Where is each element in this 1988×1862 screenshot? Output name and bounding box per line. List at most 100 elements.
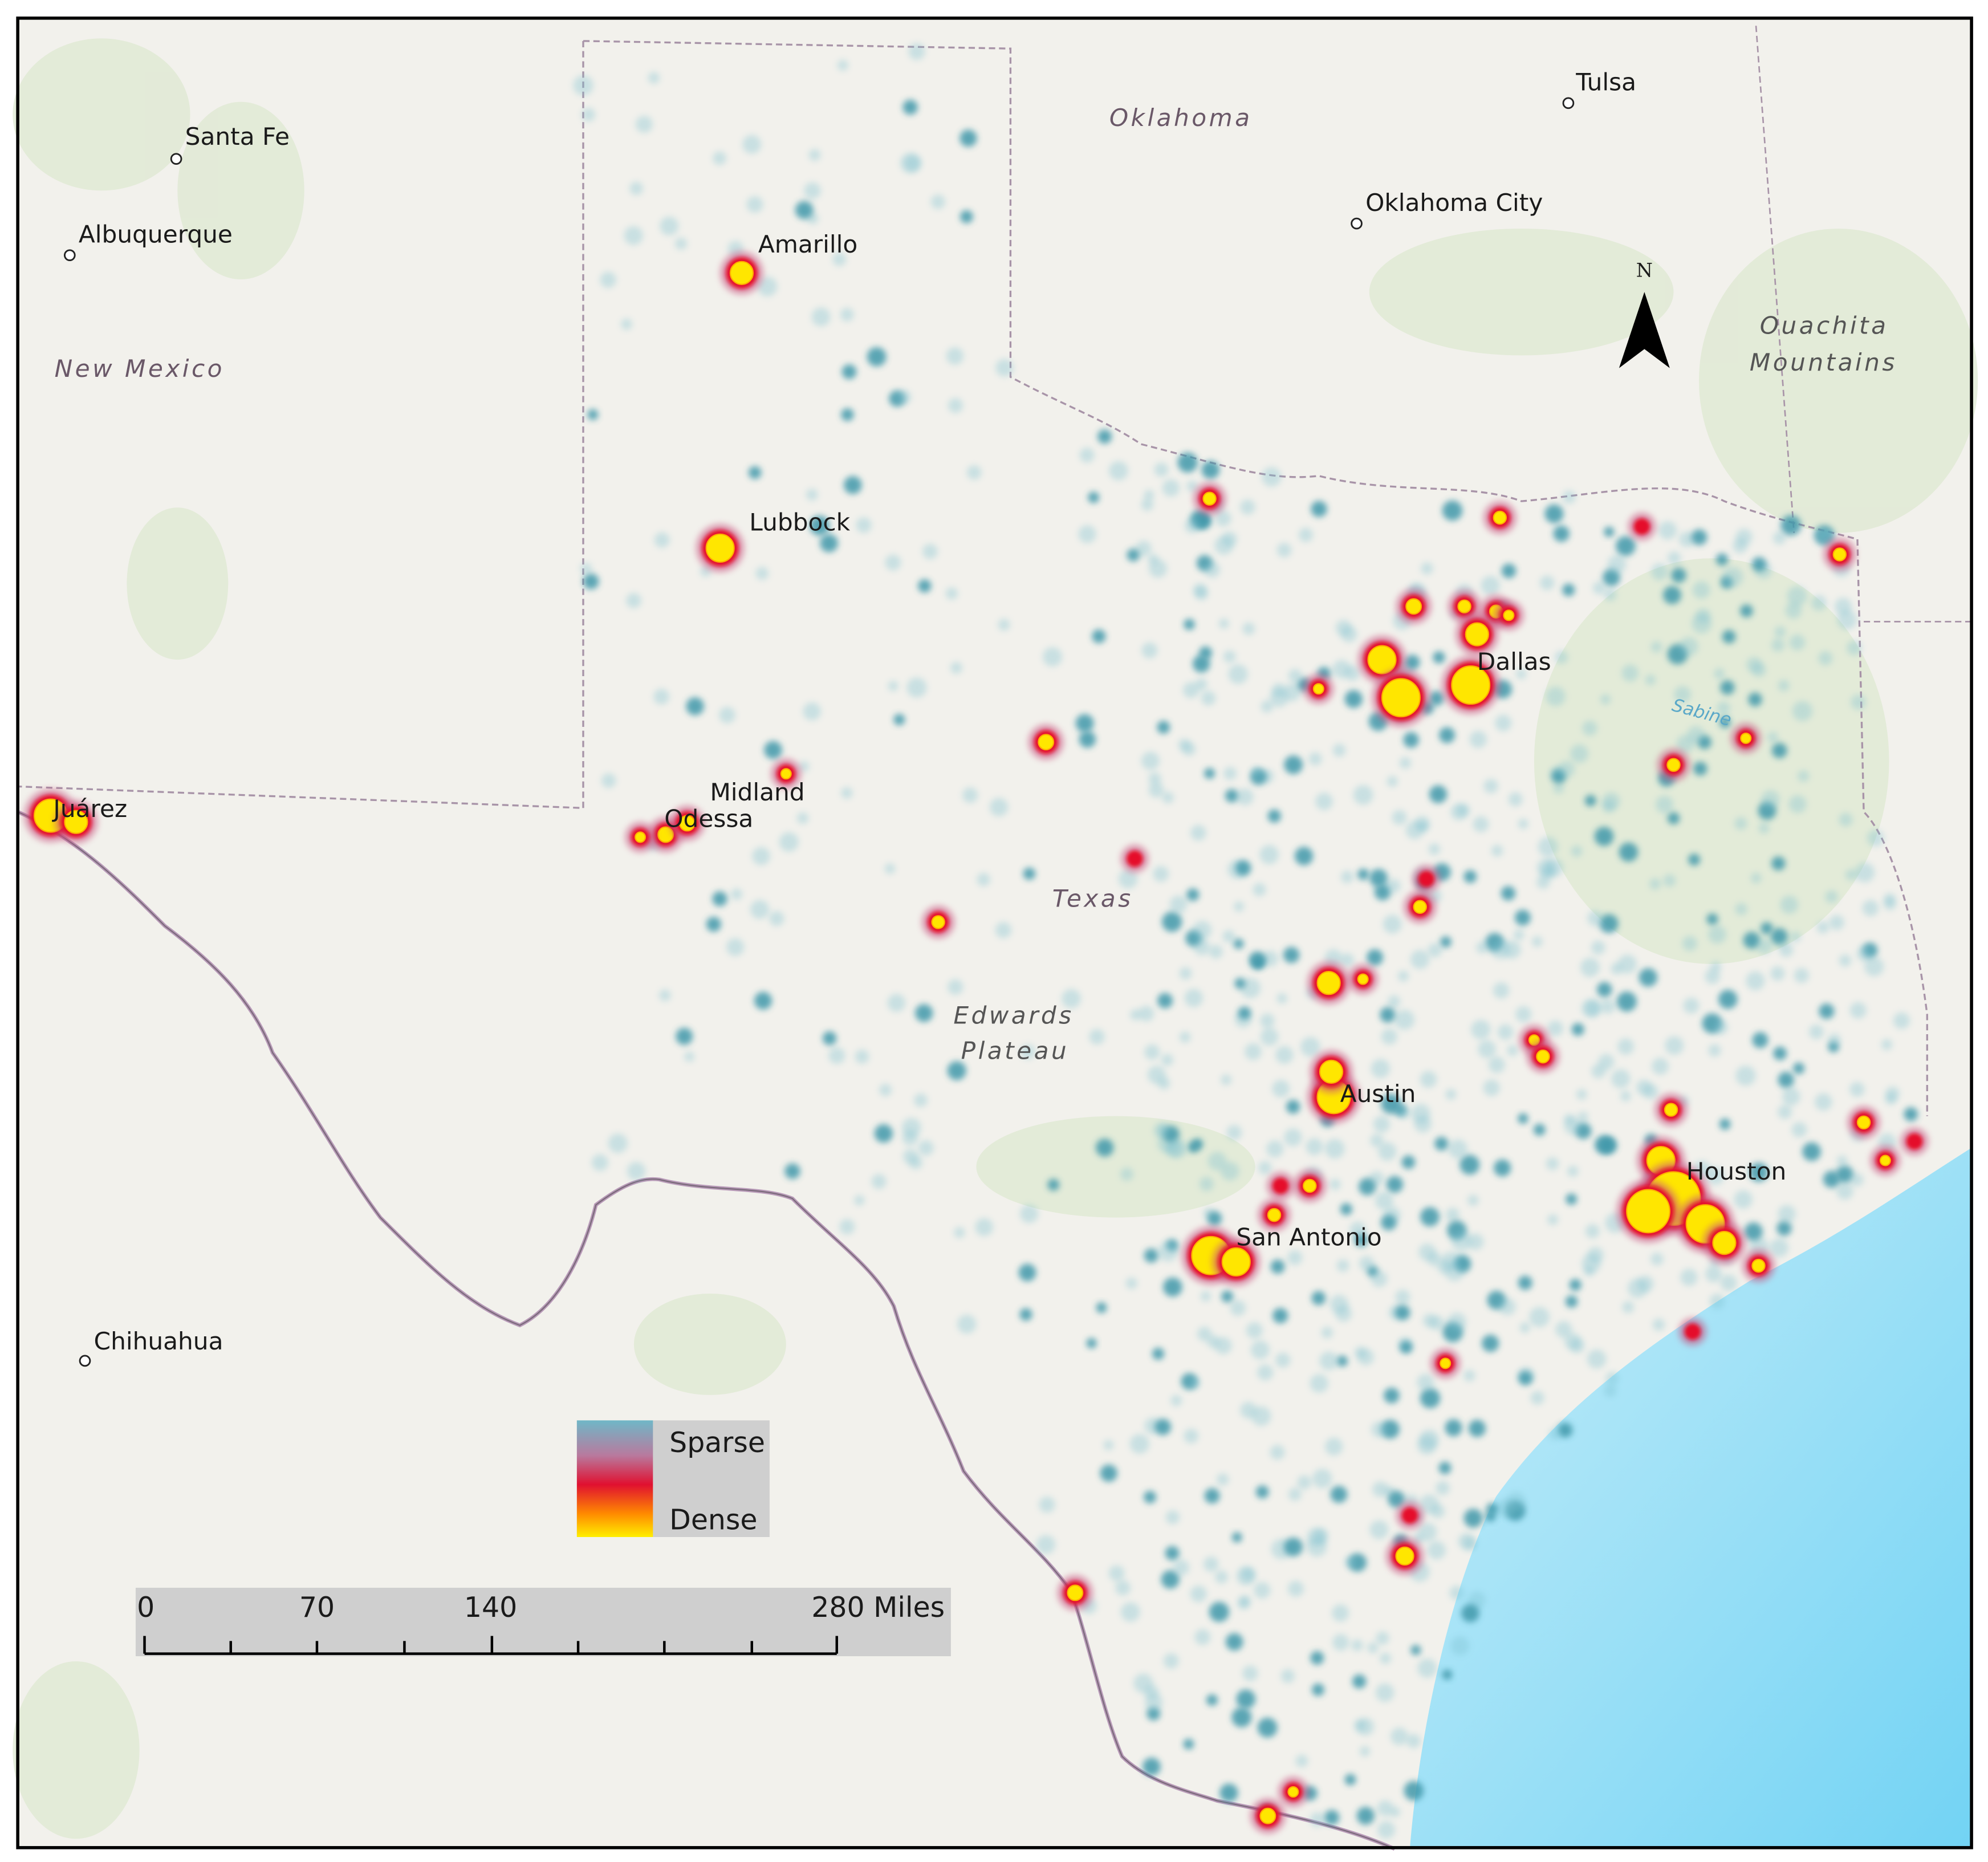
- density-dot: [1367, 1642, 1379, 1654]
- density-dot: [1163, 1277, 1182, 1297]
- density-dot: [1310, 1374, 1328, 1393]
- place-label: Albuquerque: [79, 220, 233, 248]
- density-dot: [1585, 1000, 1601, 1017]
- density-dot: [627, 1162, 646, 1181]
- density-dot: [1144, 490, 1154, 501]
- hotspot-core: [1381, 678, 1421, 718]
- density-dot: [909, 1156, 923, 1170]
- density-dot: [855, 1050, 869, 1064]
- density-dot: [1417, 1373, 1434, 1391]
- hotspot-core: [1221, 1247, 1251, 1276]
- density-dot: [1604, 588, 1617, 601]
- density-dot: [1231, 1532, 1242, 1543]
- scale-label: 140: [464, 1591, 517, 1624]
- density-dots: [573, 43, 1918, 1839]
- density-dot: [1395, 1289, 1410, 1305]
- density-dot: [1740, 604, 1753, 617]
- density-dot: [1546, 686, 1566, 706]
- density-dot: [1249, 951, 1266, 969]
- density-dot: [804, 182, 821, 200]
- density-dot: [1374, 884, 1391, 901]
- density-dot: [1676, 735, 1695, 753]
- density-dot: [626, 593, 641, 608]
- density-dot: [1785, 602, 1802, 619]
- density-dot: [1751, 557, 1767, 572]
- density-dot: [1154, 462, 1169, 477]
- density-dot: [839, 1219, 855, 1235]
- density-dot: [1448, 1139, 1467, 1159]
- density-dot: [1438, 1461, 1452, 1474]
- density-dot: [977, 873, 990, 887]
- density-dot: [867, 347, 887, 367]
- density-dot: [1397, 970, 1409, 982]
- density-dot: [1678, 531, 1695, 547]
- density-dot: [1719, 1118, 1731, 1130]
- density-dot: [1418, 821, 1429, 832]
- density-dot: [1457, 803, 1470, 817]
- density-dot: [1218, 618, 1229, 629]
- density-dot: [1752, 1032, 1769, 1048]
- density-dot: [1611, 962, 1623, 975]
- density-dot: [1147, 1066, 1166, 1084]
- density-dot: [1335, 1305, 1352, 1322]
- density-dot: [1226, 1125, 1242, 1140]
- legend: Sparse Dense: [576, 1420, 770, 1538]
- density-dot: [1780, 896, 1799, 914]
- density-dot: [1406, 1734, 1421, 1749]
- density-dot: [1650, 641, 1662, 653]
- density-dot: [1168, 1139, 1188, 1158]
- density-dot: [1251, 1406, 1271, 1426]
- density-dot: [1616, 536, 1636, 556]
- density-dot: [1258, 1161, 1272, 1175]
- density-dot: [945, 587, 958, 600]
- density-dot: [1089, 1029, 1105, 1045]
- hotspot-core: [1856, 1115, 1871, 1130]
- density-dot: [1565, 1295, 1578, 1308]
- density-dot: [1397, 1107, 1410, 1119]
- hotspot-core: [1259, 1807, 1276, 1824]
- place-label: San Antonio: [1236, 1223, 1381, 1251]
- density-dot: [1200, 1291, 1211, 1302]
- density-dot: [841, 408, 854, 421]
- density-dot: [887, 994, 906, 1012]
- density-dot: [1153, 865, 1169, 882]
- density-dot: [1420, 1388, 1441, 1409]
- density-dot: [1619, 842, 1639, 862]
- density-dot: [1569, 1279, 1582, 1291]
- density-dot: [1197, 1327, 1212, 1341]
- density-dot: [1617, 954, 1637, 974]
- density-dot: [1270, 1259, 1285, 1274]
- density-dot: [1482, 1335, 1499, 1352]
- density-dot: [757, 277, 778, 296]
- density-dot: [1757, 938, 1772, 954]
- density-dot: [954, 1227, 965, 1238]
- density-dot: [1141, 642, 1158, 658]
- density-dot: [1367, 949, 1383, 966]
- density-dot: [1469, 730, 1487, 749]
- density-dot: [1671, 567, 1686, 583]
- density-dot: [1720, 1274, 1737, 1291]
- density-dot: [1494, 1159, 1511, 1177]
- density-dot: [796, 812, 809, 824]
- density-dot: [1286, 1100, 1300, 1114]
- density-dot: [1021, 1044, 1035, 1059]
- density-dot: [1652, 1058, 1669, 1075]
- density-dot: [1173, 1559, 1189, 1576]
- density-dot: [1201, 690, 1216, 706]
- density-dot: [1533, 1124, 1546, 1136]
- density-dot: [1375, 1192, 1393, 1210]
- density-dot: [1584, 795, 1596, 807]
- density-dot: [995, 359, 1014, 377]
- density-dot: [893, 714, 905, 726]
- density-dot: [1862, 900, 1879, 917]
- density-dot: [1036, 1535, 1056, 1554]
- density-dot: [1395, 1305, 1410, 1320]
- density-dot: [1231, 1707, 1252, 1727]
- density-dot: [1221, 1162, 1239, 1181]
- north-label: N: [1636, 259, 1653, 281]
- density-dot: [1330, 1178, 1341, 1190]
- density-dot: [587, 409, 599, 420]
- density-dot: [897, 390, 912, 404]
- density-dot: [1567, 1165, 1579, 1177]
- density-dot: [1851, 694, 1866, 710]
